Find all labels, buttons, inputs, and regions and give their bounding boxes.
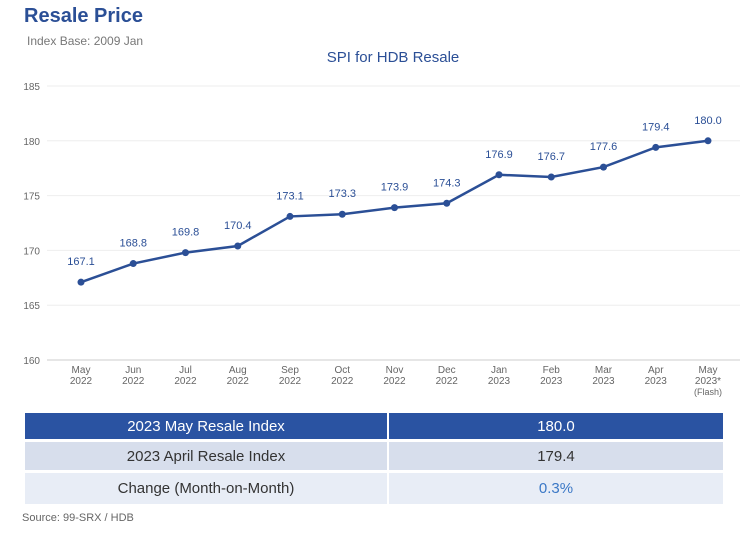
y-tick-label: 160 <box>23 356 40 367</box>
chart-title: SPI for HDB Resale <box>327 49 460 66</box>
data-point <box>286 212 294 220</box>
x-tick-label: (Flash) <box>694 387 722 397</box>
x-tick-label: Dec <box>438 365 456 376</box>
data-label: 180.0 <box>694 115 722 127</box>
data-point <box>77 278 85 286</box>
x-tick-label: May <box>72 365 91 376</box>
x-tick-label: Jan <box>491 365 507 376</box>
data-label: 174.3 <box>433 177 461 189</box>
row-value: 180.0 <box>389 413 723 439</box>
x-tick-label: Aug <box>229 365 247 376</box>
row-label: 2023 April Resale Index <box>25 442 387 470</box>
data-point <box>182 249 189 257</box>
x-tick-label: May <box>699 365 718 376</box>
data-point <box>600 163 607 171</box>
x-tick-label: 2022 <box>122 376 145 387</box>
y-tick-label: 175 <box>23 192 40 203</box>
data-point <box>704 137 712 145</box>
x-tick-label: Feb <box>543 365 561 376</box>
data-point <box>652 143 660 151</box>
index-base-subtitle: Index Base: 2009 Jan <box>27 34 144 48</box>
series-line <box>80 139 709 284</box>
data-label: 169.8 <box>172 227 200 239</box>
data-point <box>338 210 346 218</box>
x-tick-label: 2022 <box>174 376 197 387</box>
data-label: 168.8 <box>119 238 147 250</box>
x-tick-label: 2023 <box>645 376 668 387</box>
data-label: 176.7 <box>537 151 565 163</box>
y-tick-label: 180 <box>23 137 40 148</box>
data-point <box>495 171 503 179</box>
line-chart: SPI for HDB Resale 160 165 170 175 180 185 May… <box>23 49 740 397</box>
data-label: 173.3 <box>328 188 356 200</box>
source-note: Source: 99-SRX / HDB <box>22 512 134 524</box>
x-tick-label: Jun <box>125 365 141 376</box>
y-tick-label: 165 <box>23 301 40 312</box>
data-label: 167.1 <box>67 256 95 268</box>
y-tick-label: 185 <box>23 82 40 93</box>
y-tick-label: 170 <box>23 246 40 257</box>
data-point <box>547 173 555 181</box>
x-tick-label: 2023 <box>488 376 511 387</box>
x-tick-label: Oct <box>334 365 350 376</box>
page-title: Resale Price <box>24 5 143 27</box>
data-point <box>129 260 137 268</box>
resale-index-table: 2023 May Resale Index 180.0 2023 April R… <box>25 413 723 507</box>
data-label: 173.1 <box>276 190 304 202</box>
x-tick-label: 2022 <box>227 376 250 387</box>
data-point <box>443 199 451 207</box>
row-label: Change (Month-on-Month) <box>25 473 387 504</box>
data-label: 177.6 <box>590 141 618 153</box>
x-tick-label: Sep <box>281 365 299 376</box>
table-row: 2023 April Resale Index 179.4 <box>25 442 723 470</box>
x-tick-label: 2022 <box>436 376 459 387</box>
row-value: 179.4 <box>389 442 723 470</box>
data-point <box>391 204 398 212</box>
row-value: 0.3% <box>389 473 723 504</box>
x-tick-label: 2023 <box>540 376 563 387</box>
data-label: 179.4 <box>642 121 670 133</box>
x-tick-label: 2023 <box>592 376 615 387</box>
x-tick-label: 2022 <box>331 376 354 387</box>
table-row: 2023 May Resale Index 180.0 <box>25 413 723 439</box>
x-tick-label: Mar <box>595 365 613 376</box>
x-tick-label: 2023* <box>695 376 721 387</box>
x-tick-label: 2022 <box>279 376 302 387</box>
table-row: Change (Month-on-Month) 0.3% <box>25 473 723 504</box>
x-tick-label: 2022 <box>383 376 406 387</box>
data-label: 176.9 <box>485 149 513 161</box>
x-tick-label: 2022 <box>70 376 93 387</box>
data-label: 170.4 <box>224 220 252 232</box>
x-tick-label: Jul <box>179 365 192 376</box>
x-tick-label: Nov <box>386 365 404 376</box>
x-tick-label: Apr <box>648 365 664 376</box>
data-label: 173.9 <box>381 182 409 194</box>
data-point <box>234 242 242 250</box>
row-label: 2023 May Resale Index <box>25 413 387 439</box>
